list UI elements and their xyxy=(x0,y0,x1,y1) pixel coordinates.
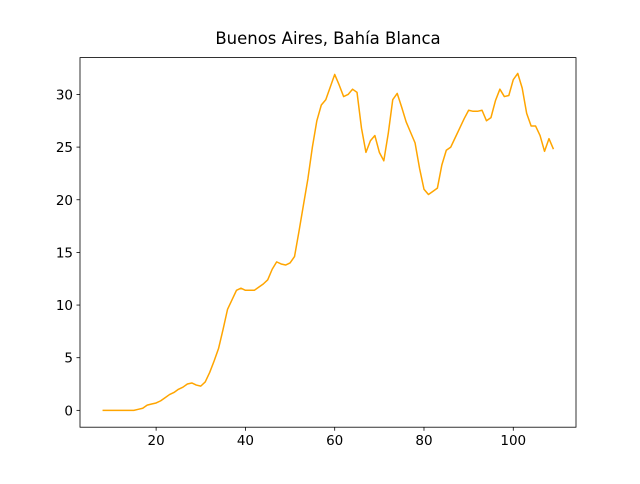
x-tick-label: 80 xyxy=(415,433,432,449)
line-series xyxy=(102,72,555,412)
y-tick-label: 10 xyxy=(56,298,73,314)
chart-title: Buenos Aires, Bahía Blanca xyxy=(215,29,440,48)
x-tick-label: 20 xyxy=(148,433,165,449)
y-tick-label: 5 xyxy=(64,351,73,367)
x-tick-label: 60 xyxy=(326,433,343,449)
y-tick-label: 30 xyxy=(56,87,73,103)
plot-frame xyxy=(79,57,577,428)
y-tick-label: 20 xyxy=(56,193,73,209)
y-tick-label: 0 xyxy=(64,403,73,419)
x-tick-label: 100 xyxy=(500,433,526,449)
y-tick-label: 25 xyxy=(56,140,73,156)
y-tick-label: 15 xyxy=(56,245,73,261)
x-tick-label: 40 xyxy=(237,433,254,449)
